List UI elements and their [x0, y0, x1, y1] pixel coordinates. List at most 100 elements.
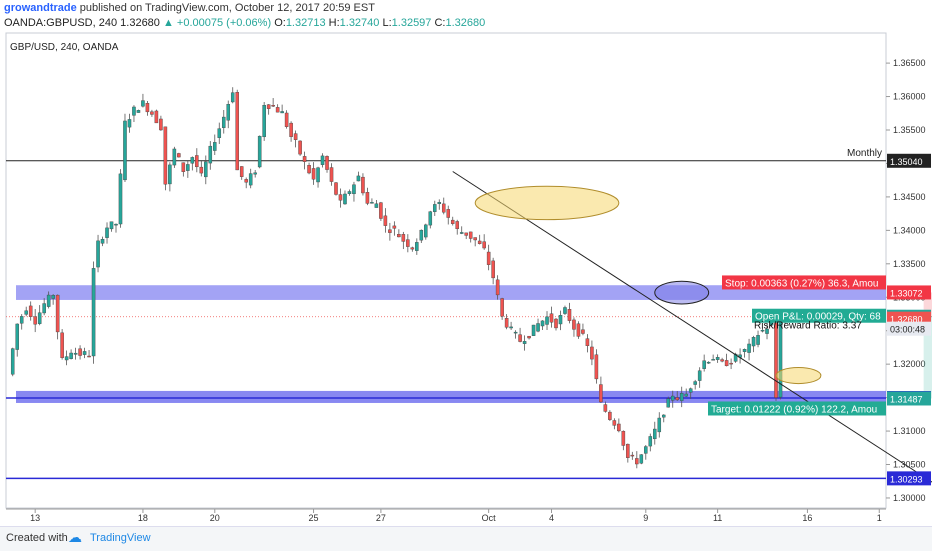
- symbol-label: OANDA:GBPUSD, 240: [4, 17, 118, 29]
- candle-body: [302, 156, 307, 162]
- candle-body: [617, 423, 621, 432]
- candle-body: [356, 175, 361, 182]
- candle-body: [213, 142, 217, 151]
- candle-body: [531, 324, 536, 336]
- candle-body: [697, 370, 702, 381]
- candle-body: [392, 225, 397, 229]
- candle-body: [679, 392, 684, 401]
- price-chart[interactable]: GBP/USD, 240, OANDA 1.30000 1.30500 1.31000…: [0, 0, 932, 526]
- highlight-ellipse: [654, 280, 710, 305]
- x-tick-label: 16: [802, 513, 812, 523]
- price-tag-7: 1.31487: [890, 394, 923, 404]
- candle-body: [756, 335, 760, 345]
- candle-body: [635, 458, 639, 465]
- candle-body: [711, 359, 715, 361]
- candle-body: [257, 135, 262, 168]
- candle-body: [338, 194, 343, 201]
- candle-body: [657, 417, 662, 433]
- high-value: 1.32740: [339, 17, 380, 29]
- candle-body: [10, 348, 15, 375]
- candle-body: [644, 446, 648, 454]
- x-tick-label: 20: [210, 513, 220, 523]
- candle-body: [446, 209, 451, 218]
- candle-body: [42, 303, 46, 314]
- author-link[interactable]: growandtrade: [4, 2, 77, 14]
- candle-body: [513, 331, 518, 334]
- y-tick-label: 1.30000: [893, 493, 926, 503]
- low-value: 1.32597: [391, 17, 432, 29]
- y-tick-label: 1.33500: [893, 259, 926, 269]
- candle-body: [248, 173, 253, 186]
- candle-body: [415, 242, 419, 251]
- candle-body: [208, 145, 213, 164]
- candle-body: [244, 179, 248, 183]
- candle-body: [221, 116, 226, 128]
- highlight-ellipse: [775, 367, 822, 385]
- stop-label-bg: [722, 275, 886, 290]
- candle-body: [720, 359, 724, 362]
- y-tick-label: 1.31000: [893, 426, 926, 436]
- candle-body: [572, 319, 576, 330]
- tradingview-brand[interactable]: TradingView: [90, 532, 151, 544]
- target-label-bg: [708, 401, 886, 416]
- candle-body: [527, 335, 531, 339]
- open-label: O:: [274, 17, 286, 29]
- target-zone: [923, 316, 932, 399]
- candle-body: [159, 118, 163, 131]
- candle-body: [109, 221, 114, 230]
- price-tag-0: 1.35040: [890, 157, 923, 167]
- candle-body: [325, 156, 329, 170]
- candle-body: [150, 111, 154, 115]
- candle-body: [388, 229, 392, 233]
- candle-body: [666, 398, 671, 408]
- candle-body: [195, 155, 199, 168]
- candle-body: [239, 166, 244, 177]
- candle-body: [226, 104, 231, 121]
- candle-body: [69, 352, 73, 359]
- price-tag-bg: [887, 153, 931, 168]
- candle-body: [15, 323, 19, 350]
- candle-body: [347, 191, 352, 194]
- price-tag-bg: [887, 285, 931, 300]
- candle-body: [374, 203, 379, 208]
- y-tick-label: 1.35500: [893, 125, 926, 135]
- candle-body: [518, 334, 522, 342]
- publish-info: growandtrade published on TradingView.co…: [4, 2, 375, 14]
- candle-body: [262, 105, 266, 138]
- candle-body: [145, 103, 150, 113]
- candle-body: [661, 414, 666, 418]
- x-tick-label: 1: [877, 513, 882, 523]
- close-label: C:: [434, 17, 446, 29]
- price-tag-1: 1.30293: [890, 474, 923, 484]
- candle-body: [653, 428, 657, 440]
- candle-body: [123, 120, 127, 181]
- y-tick-label: 1.32000: [893, 359, 926, 369]
- candle-body: [73, 352, 78, 355]
- created-with-text: Created with: [6, 532, 68, 544]
- candle-body: [563, 307, 567, 314]
- price-tag-bg: [887, 391, 931, 406]
- candle-body: [603, 404, 608, 412]
- x-tick-label: 13: [30, 513, 40, 523]
- candle-body: [51, 295, 55, 299]
- candle-body: [316, 167, 320, 183]
- candle-body: [621, 430, 626, 446]
- candle-body: [253, 172, 257, 175]
- candle-body: [154, 110, 159, 124]
- candle-body: [280, 111, 284, 114]
- candle-body: [271, 105, 275, 107]
- candle-body: [329, 167, 334, 182]
- candle-body: [204, 161, 208, 178]
- candle-body: [37, 312, 42, 324]
- x-tick-label: Oct: [482, 513, 497, 523]
- y-tick-label: 1.34500: [893, 192, 926, 202]
- tradingview-logo-icon: ☁: [68, 529, 82, 545]
- candle-body: [199, 166, 204, 174]
- candle-body: [78, 348, 82, 356]
- candle-body: [33, 316, 37, 325]
- candle-body: [118, 173, 123, 225]
- candle-body: [599, 384, 603, 403]
- candle-body: [235, 92, 239, 171]
- candle-body: [742, 349, 747, 352]
- candle-body: [428, 211, 433, 226]
